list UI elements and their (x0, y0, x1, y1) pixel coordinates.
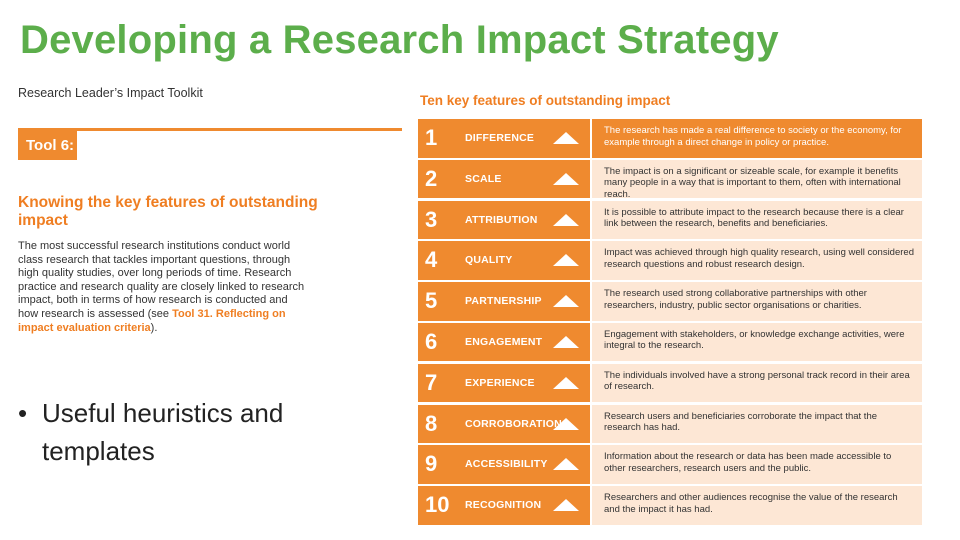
feature-label-cell: 3 ATTRIBUTION (418, 200, 590, 240)
feature-row: 9 ACCESSIBILITY Information about the re… (418, 445, 922, 486)
bullet-point: • Useful heuristics and templates (18, 394, 362, 470)
feature-label: QUALITY (465, 254, 513, 267)
tool-badge: Tool 6: (18, 131, 77, 160)
feature-number: 5 (425, 288, 438, 314)
feature-label-cell: 2 SCALE (418, 159, 590, 199)
up-triangle-icon (553, 172, 579, 185)
feature-row: 3 ATTRIBUTION It is possible to attribut… (418, 200, 922, 242)
feature-label-cell: 7 EXPERIENCE (418, 363, 590, 403)
feature-label-cell: 8 CORROBORATION (418, 404, 590, 444)
feature-label: SCALE (465, 172, 502, 185)
feature-description: Research users and beneficiaries corrobo… (592, 404, 922, 444)
feature-number: 10 (425, 492, 450, 518)
feature-description: Information about the research or data h… (592, 445, 922, 484)
features-heading: Ten key features of outstanding impact (420, 93, 671, 108)
up-triangle-icon (553, 458, 579, 471)
feature-description: Impact was achieved through high quality… (592, 241, 922, 280)
feature-label: EXPERIENCE (465, 376, 535, 389)
feature-row: 7 EXPERIENCE The individuals involved ha… (418, 363, 922, 405)
feature-label: DIFFERENCE (465, 132, 535, 144)
feature-number: 6 (425, 328, 438, 354)
feature-number: 8 (425, 410, 438, 436)
feature-description: The research has made a real difference … (592, 119, 922, 158)
feature-label: ATTRIBUTION (465, 213, 538, 226)
slide-title: Developing a Research Impact Strategy (20, 18, 779, 62)
tool-divider (18, 128, 402, 131)
feature-row: 4 QUALITY Impact was achieved through hi… (418, 241, 922, 282)
feature-label-cell: 9 ACCESSIBILITY (418, 445, 590, 484)
feature-label-cell: 5 PARTNERSHIP (418, 282, 590, 321)
feature-row: 6 ENGAGEMENT Engagement with stakeholder… (418, 322, 922, 364)
feature-number: 1 (425, 125, 438, 150)
feature-label: CORROBORATION (465, 417, 562, 430)
feature-description: The research used strong collaborative p… (592, 282, 922, 321)
body-text-main: The most successful research institution… (18, 240, 305, 320)
feature-row: 8 CORROBORATION Research users and benef… (418, 404, 922, 446)
up-triangle-icon (553, 213, 579, 226)
section-heading: Knowing the key features of outstanding … (18, 194, 318, 229)
up-triangle-icon (553, 417, 579, 430)
feature-number: 3 (425, 206, 438, 232)
feature-number: 2 (425, 165, 438, 191)
up-triangle-icon (553, 254, 579, 267)
feature-label-cell: 10 RECOGNITION (418, 486, 590, 525)
feature-row: 5 PARTNERSHIP The research used strong c… (418, 282, 922, 323)
body-text-end: ). (150, 321, 158, 334)
feature-label: RECOGNITION (465, 499, 542, 512)
feature-number: 7 (425, 369, 438, 395)
tool-reference-link: Tool 31. Reflecting on impact evaluation… (18, 307, 286, 334)
feature-label: ACCESSIBILITY (465, 458, 548, 471)
feature-description: The individuals involved have a strong p… (592, 363, 922, 403)
feature-description: The impact is on a significant or sizeab… (592, 159, 922, 199)
bullet-symbol: • (18, 398, 28, 428)
up-triangle-icon (553, 132, 579, 144)
feature-label: ENGAGEMENT (465, 335, 543, 348)
feature-label: PARTNERSHIP (465, 295, 542, 308)
feature-row: 10 RECOGNITION Researchers and other aud… (418, 486, 922, 527)
toolkit-name: Research Leader’s Impact Toolkit (18, 86, 203, 100)
feature-label-cell: 6 ENGAGEMENT (418, 322, 590, 362)
feature-row: 2 SCALE The impact is on a significant o… (418, 159, 922, 201)
bullet-text: Useful heuristics and templates (42, 398, 284, 466)
up-triangle-icon (553, 335, 579, 348)
feature-label-cell: 4 QUALITY (418, 241, 590, 280)
feature-number: 9 (425, 451, 438, 477)
up-triangle-icon (553, 376, 579, 389)
feature-table: 1 DIFFERENCE The research has made a rea… (418, 119, 922, 527)
feature-label-cell: 1 DIFFERENCE (418, 119, 590, 158)
up-triangle-icon (553, 295, 579, 308)
feature-number: 4 (425, 247, 438, 273)
feature-row: 1 DIFFERENCE The research has made a rea… (418, 119, 922, 160)
feature-description: It is possible to attribute impact to th… (592, 200, 922, 240)
up-triangle-icon (553, 499, 579, 512)
feature-description: Engagement with stakeholders, or knowled… (592, 322, 922, 362)
feature-description: Researchers and other audiences recognis… (592, 486, 922, 525)
body-text: The most successful research institution… (18, 240, 308, 335)
